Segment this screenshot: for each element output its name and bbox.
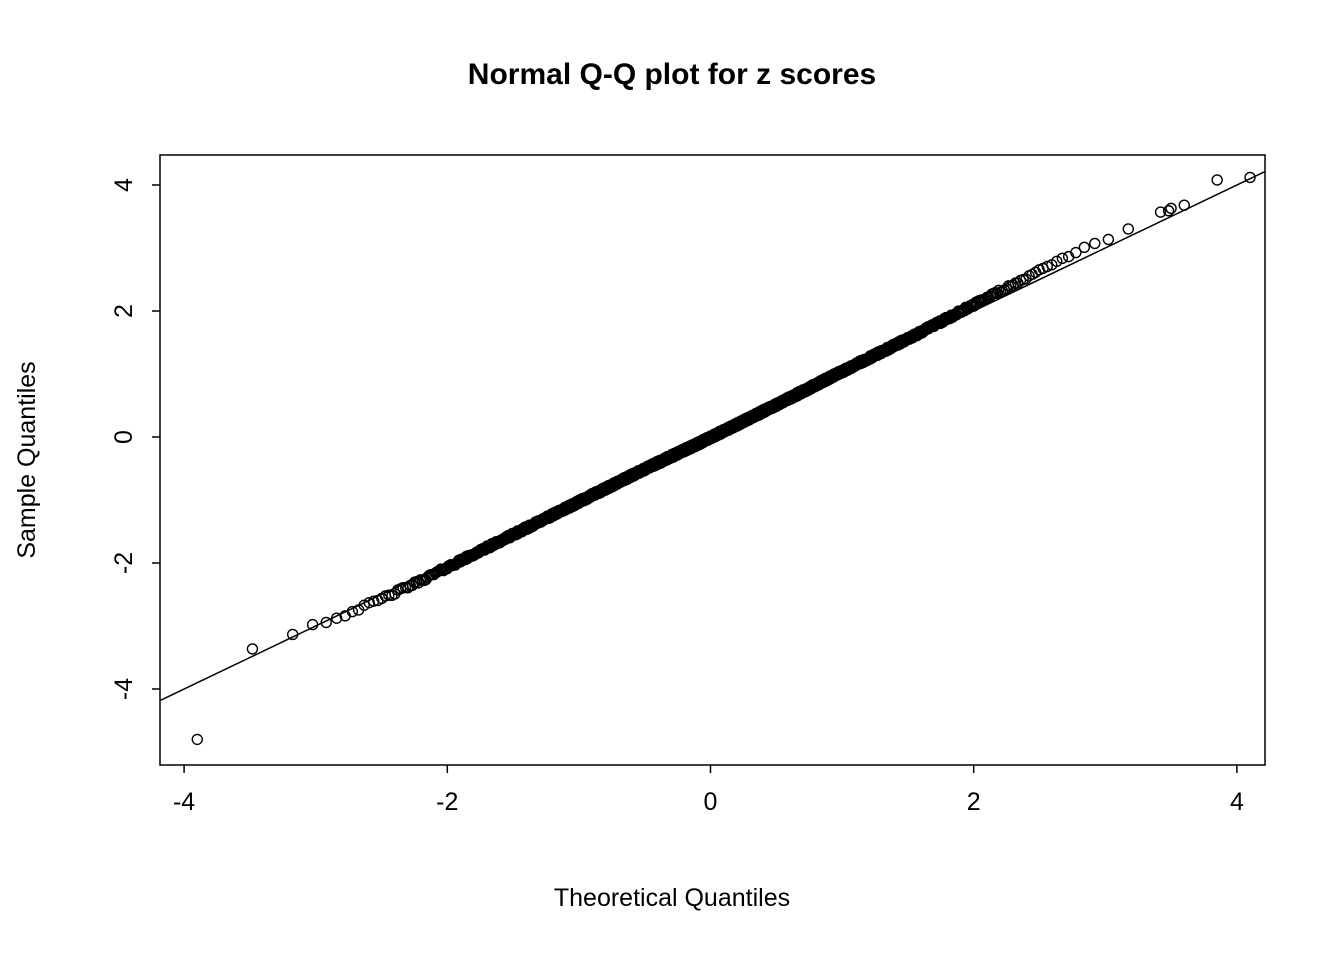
qq-point	[287, 628, 299, 641]
y-tick-label: 0	[110, 430, 138, 444]
chart-title: Normal Q-Q plot for z scores	[467, 58, 877, 91]
qq-point	[1070, 246, 1082, 259]
qq-points	[191, 171, 1256, 746]
qq-point	[1122, 223, 1134, 235]
qq-point	[330, 612, 343, 624]
x-tick-label: 2	[967, 788, 981, 816]
x-tick-label: -2	[436, 788, 458, 816]
qq-outlier-point	[191, 733, 203, 746]
x-tick-label: 0	[704, 788, 718, 816]
x-axis-label: Theoretical Quantiles	[553, 884, 791, 912]
qq-point	[246, 643, 259, 655]
qq-point	[1078, 241, 1091, 254]
qq-point	[383, 589, 395, 601]
x-tick-label: 4	[1230, 788, 1244, 816]
y-tick-label: 2	[110, 304, 138, 318]
qq-point	[1056, 252, 1069, 265]
plot-box	[159, 154, 1266, 766]
y-tick-label: -2	[110, 552, 138, 574]
x-tick-label: -4	[173, 788, 195, 816]
qq-outlier-point	[1244, 171, 1256, 184]
qq-point	[346, 605, 359, 618]
qq-point	[1089, 237, 1101, 250]
qq-point	[1051, 255, 1063, 267]
qq-outlier-point	[1211, 174, 1223, 186]
qq-point	[1162, 205, 1175, 217]
y-tick-label: -4	[110, 678, 138, 700]
qq-outlier-point	[1165, 202, 1177, 215]
qq-outlier-point	[1178, 199, 1190, 211]
qq-point	[1102, 233, 1115, 246]
y-tick-label: 4	[110, 178, 138, 192]
qq-point	[306, 618, 319, 631]
qq-point	[320, 616, 332, 629]
qq-point	[368, 595, 380, 607]
qq-outlier-point	[1154, 206, 1167, 218]
